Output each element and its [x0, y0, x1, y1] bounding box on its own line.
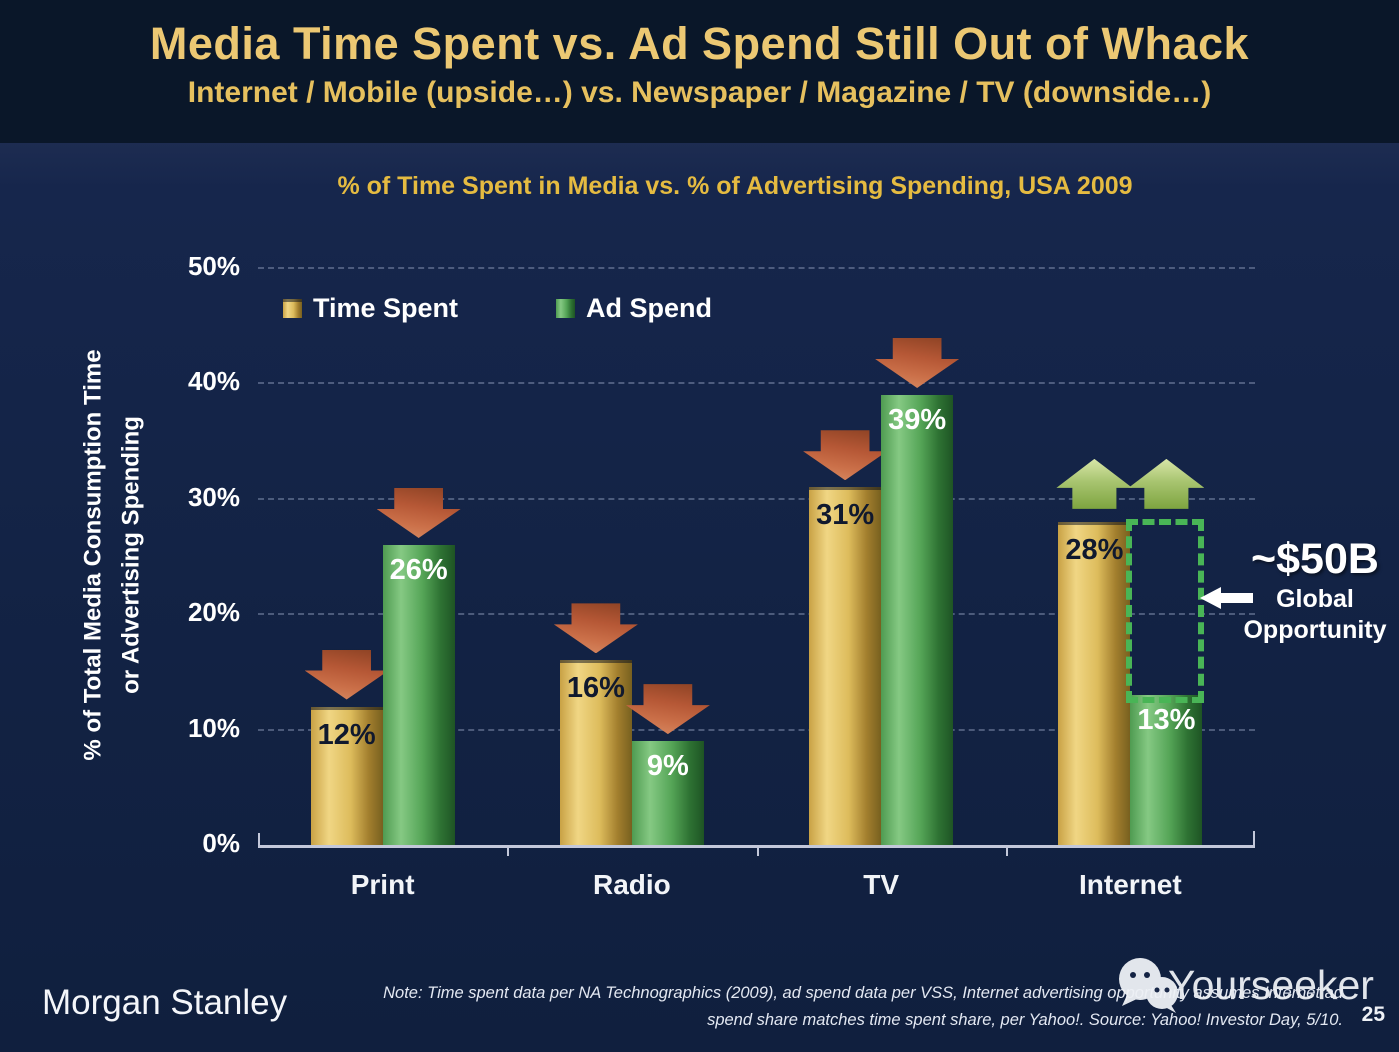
- bar-value-label: 12%: [317, 718, 376, 751]
- bar-value-label: 31%: [816, 499, 875, 532]
- wechat-icon: [1119, 958, 1178, 1013]
- axis-end-tick: [1253, 831, 1255, 845]
- axis-end-tick: [258, 833, 260, 845]
- bar-ad-spend-internet: 13%: [1130, 694, 1203, 845]
- gridline: [258, 267, 1255, 269]
- bar-time-spent-print: 12%: [310, 706, 383, 845]
- bar-ad-spend-tv: 39%: [881, 394, 954, 845]
- slide-body-background: [0, 143, 1399, 1052]
- footnote: Note: Time spent data per NA Technograph…: [303, 980, 1343, 1034]
- opportunity-label-line2: Opportunity: [1243, 616, 1387, 644]
- legend-item-ad-spend: Ad Spend: [556, 293, 712, 324]
- bar-value-label: 28%: [1065, 533, 1124, 566]
- category-label: Radio: [592, 869, 671, 900]
- legend: Time Spent Ad Spend: [283, 293, 712, 324]
- header: Media Time Spent vs. Ad Spend Still Out …: [0, 0, 1399, 143]
- opportunity-value: ~$50B: [1251, 535, 1379, 583]
- page-subtitle: Internet / Mobile (upside…) vs. Newspape…: [187, 76, 1212, 109]
- y-axis-title-line1: % of Total Media Consumption Time: [79, 349, 107, 761]
- morgan-stanley-logo: Morgan Stanley: [42, 983, 288, 1022]
- bar-value-label: 26%: [389, 553, 448, 586]
- legend-item-time-spent: Time Spent: [283, 293, 458, 324]
- category-label: Print: [350, 869, 415, 900]
- gridline: [258, 382, 1255, 385]
- footnote-line2: spend share matches time spent share, pe…: [707, 1011, 1343, 1029]
- bar-ad-spend-print: 26%: [382, 544, 455, 845]
- bar-value-label: 9%: [646, 750, 689, 783]
- footnote-line1: Note: Time spent data per NA Technograph…: [383, 984, 1343, 1002]
- bar-value-label: 13%: [1137, 703, 1196, 736]
- chart-title: % of Time Spent in Media vs. % of Advert…: [337, 172, 1133, 200]
- legend-label: Time Spent: [313, 293, 459, 323]
- axis-tick: [756, 848, 759, 856]
- gridline: [258, 497, 1255, 500]
- axis-tick: [507, 848, 510, 856]
- bar-ad-spend-radio: 9%: [631, 741, 704, 845]
- left-arrow-icon: [1200, 587, 1253, 609]
- axis-tick: [1005, 848, 1008, 856]
- bar-time-spent-radio: 16%: [559, 660, 632, 845]
- bar-time-spent-tv: 31%: [809, 487, 882, 845]
- legend-swatch: [283, 299, 302, 318]
- bar-value-label: 39%: [888, 403, 947, 436]
- watermark: Yourseeker: [1114, 956, 1374, 1014]
- opportunity-label-line1: Global: [1276, 585, 1354, 613]
- page-title: Media Time Spent vs. Ad Spend Still Out …: [149, 18, 1250, 69]
- page-number: 25: [1361, 1003, 1385, 1026]
- opportunity-annotation: ~$50B Global Opportunity: [1240, 534, 1390, 646]
- category-label: TV: [863, 869, 900, 900]
- y-tick-label: 30%: [187, 481, 240, 512]
- y-tick-label: 50%: [187, 251, 240, 281]
- legend-label: Ad Spend: [586, 293, 713, 323]
- bar-value-label: 16%: [566, 672, 625, 705]
- legend-swatch: [556, 299, 576, 318]
- y-tick-label: 20%: [187, 597, 240, 628]
- y-tick-label: 40%: [187, 366, 240, 397]
- y-tick-label: 0%: [202, 828, 240, 858]
- opportunity-rect: [1126, 518, 1205, 703]
- gridline: [258, 728, 1255, 731]
- category-label: Internet: [1079, 869, 1182, 900]
- watermark-text: Yourseeker: [1168, 961, 1374, 1008]
- gridline: [258, 613, 1255, 616]
- bar-time-spent-internet: 28%: [1058, 521, 1131, 845]
- x-axis-line: [258, 845, 1255, 848]
- y-tick-label: 10%: [187, 712, 240, 743]
